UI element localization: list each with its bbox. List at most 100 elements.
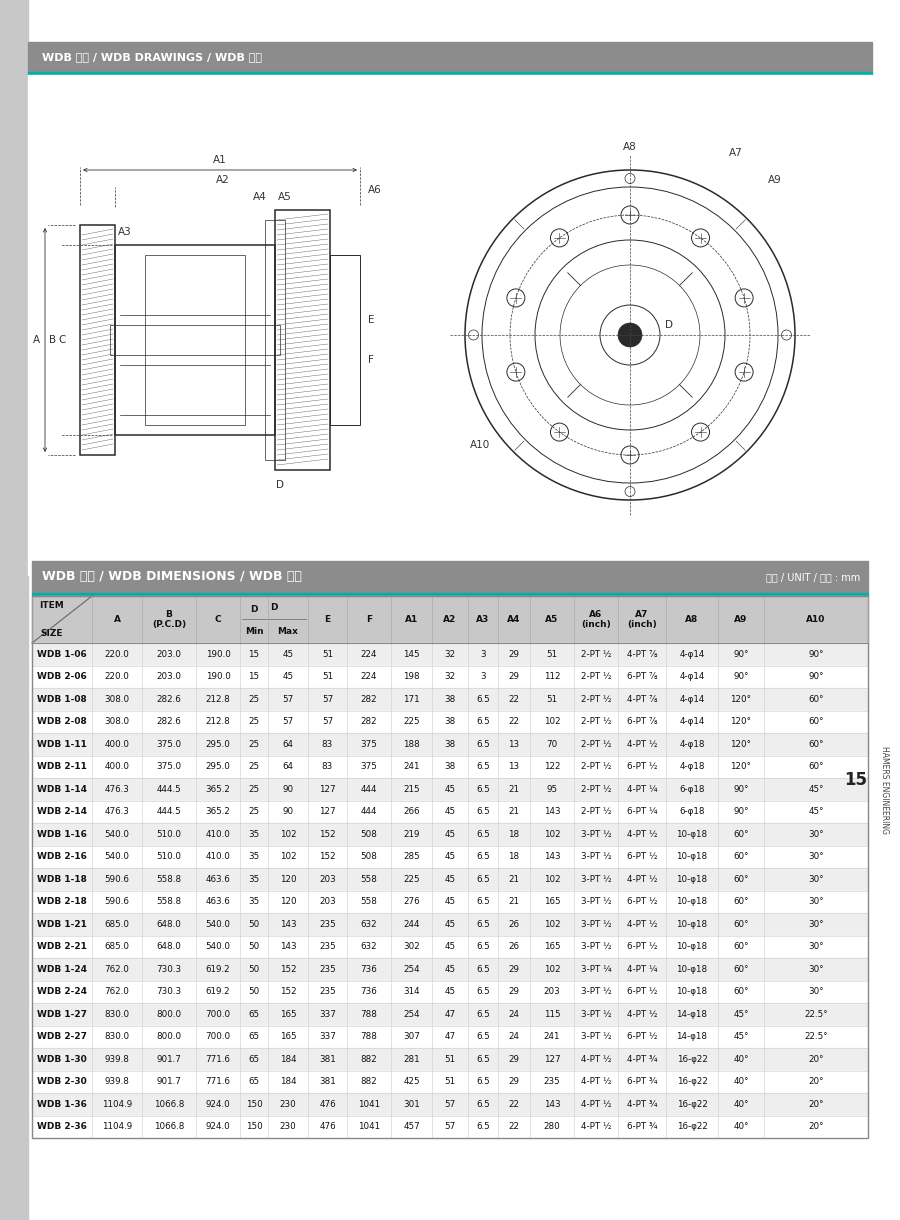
- Text: 648.0: 648.0: [157, 942, 182, 952]
- Text: 203: 203: [320, 875, 336, 883]
- Text: 145: 145: [403, 650, 419, 659]
- Text: 120: 120: [280, 875, 296, 883]
- Text: 308.0: 308.0: [104, 694, 130, 704]
- Text: WDB 1-21: WDB 1-21: [37, 920, 87, 928]
- Text: 60°: 60°: [734, 987, 749, 997]
- Text: 203: 203: [320, 897, 336, 906]
- Text: 3-PT ½: 3-PT ½: [580, 1032, 611, 1041]
- Bar: [28, 41, 872, 72]
- Text: 20°: 20°: [808, 1122, 824, 1131]
- Text: 244: 244: [403, 920, 419, 928]
- Text: WDB 2-30: WDB 2-30: [37, 1077, 87, 1086]
- Text: 1066.8: 1066.8: [154, 1122, 184, 1131]
- Text: WDB 1-08: WDB 1-08: [37, 694, 87, 704]
- Text: 32: 32: [445, 672, 455, 681]
- Text: 381: 381: [320, 1055, 336, 1064]
- Text: 337: 337: [320, 1010, 336, 1019]
- Text: 6.5: 6.5: [476, 1055, 490, 1064]
- Text: 901.7: 901.7: [157, 1077, 182, 1086]
- Text: 45: 45: [445, 875, 455, 883]
- Text: 540.0: 540.0: [205, 942, 230, 952]
- Text: 3-PT ½: 3-PT ½: [580, 942, 611, 952]
- Text: 2-PT ½: 2-PT ½: [580, 717, 611, 726]
- Text: 1104.9: 1104.9: [102, 1122, 132, 1131]
- Text: 4-φ18: 4-φ18: [680, 739, 705, 749]
- Bar: [32, 778, 868, 800]
- Bar: [110, 325, 280, 355]
- Text: 762.0: 762.0: [104, 987, 130, 997]
- Text: 21: 21: [508, 784, 519, 794]
- Text: 924.0: 924.0: [205, 1122, 230, 1131]
- Text: 6.5: 6.5: [476, 1122, 490, 1131]
- Text: 301: 301: [403, 1099, 420, 1109]
- Text: WDB 2-06: WDB 2-06: [37, 672, 87, 681]
- Text: 4-PT ½: 4-PT ½: [626, 830, 657, 839]
- Bar: [32, 561, 868, 593]
- Text: 10-φ18: 10-φ18: [677, 987, 707, 997]
- Text: 685.0: 685.0: [104, 920, 130, 928]
- Text: 45: 45: [445, 920, 455, 928]
- Text: 65: 65: [248, 1077, 259, 1086]
- Text: 212.8: 212.8: [205, 694, 230, 704]
- Text: 45: 45: [445, 942, 455, 952]
- Text: 40°: 40°: [734, 1122, 749, 1131]
- Text: 375.0: 375.0: [157, 762, 182, 771]
- Text: 6.5: 6.5: [476, 784, 490, 794]
- Bar: [32, 1003, 868, 1026]
- Text: WDB 1-24: WDB 1-24: [37, 965, 87, 974]
- Text: 2-PT ½: 2-PT ½: [580, 650, 611, 659]
- Text: SIZE: SIZE: [40, 630, 62, 638]
- Text: A6
(inch): A6 (inch): [581, 610, 611, 630]
- Text: 127: 127: [320, 784, 336, 794]
- Text: A3: A3: [118, 227, 132, 237]
- Bar: [32, 936, 868, 958]
- Text: 410.0: 410.0: [205, 853, 230, 861]
- Text: 1066.8: 1066.8: [154, 1099, 184, 1109]
- Text: WDB 2-14: WDB 2-14: [37, 808, 87, 816]
- Text: 90°: 90°: [808, 650, 824, 659]
- Text: 540.0: 540.0: [104, 853, 130, 861]
- Text: 375: 375: [361, 762, 377, 771]
- Text: 24: 24: [508, 1010, 519, 1019]
- Text: 22: 22: [508, 1122, 519, 1131]
- Text: 45°: 45°: [734, 1032, 749, 1041]
- Circle shape: [618, 323, 642, 346]
- Text: 457: 457: [403, 1122, 420, 1131]
- Text: 60°: 60°: [734, 897, 749, 906]
- Text: 198: 198: [403, 672, 419, 681]
- Text: WDB 2-11: WDB 2-11: [37, 762, 87, 771]
- Text: 400.0: 400.0: [104, 739, 130, 749]
- Text: 444: 444: [361, 808, 377, 816]
- Text: 6-PT ½: 6-PT ½: [626, 853, 657, 861]
- Text: 281: 281: [403, 1055, 419, 1064]
- Text: 235: 235: [320, 920, 336, 928]
- Text: WDB 1-30: WDB 1-30: [37, 1055, 87, 1064]
- Text: 30°: 30°: [808, 897, 824, 906]
- Text: 45: 45: [445, 897, 455, 906]
- Text: WDB 2-16: WDB 2-16: [37, 853, 87, 861]
- Text: 90: 90: [283, 808, 293, 816]
- Text: D: D: [276, 479, 284, 490]
- Text: 6-PT ½: 6-PT ½: [626, 1032, 657, 1041]
- Text: A4: A4: [508, 615, 521, 623]
- Text: 4-PT ⅞: 4-PT ⅞: [626, 650, 657, 659]
- Text: 3-PT ½: 3-PT ½: [580, 920, 611, 928]
- Bar: [32, 981, 868, 1003]
- Text: 18: 18: [508, 830, 519, 839]
- Text: 266: 266: [403, 808, 419, 816]
- Text: 57: 57: [445, 1099, 455, 1109]
- Bar: [32, 958, 868, 981]
- Text: A2: A2: [444, 615, 456, 623]
- Text: 254: 254: [403, 1010, 419, 1019]
- Text: 102: 102: [544, 875, 561, 883]
- Text: 13: 13: [508, 739, 519, 749]
- Text: 700.0: 700.0: [205, 1010, 230, 1019]
- Text: 3-PT ½: 3-PT ½: [580, 830, 611, 839]
- Text: 165: 165: [544, 897, 561, 906]
- Text: 188: 188: [403, 739, 420, 749]
- Text: 22.5°: 22.5°: [805, 1032, 828, 1041]
- Text: 29: 29: [508, 1055, 519, 1064]
- Text: 83: 83: [322, 762, 333, 771]
- Text: 6.5: 6.5: [476, 920, 490, 928]
- Text: 90°: 90°: [734, 650, 749, 659]
